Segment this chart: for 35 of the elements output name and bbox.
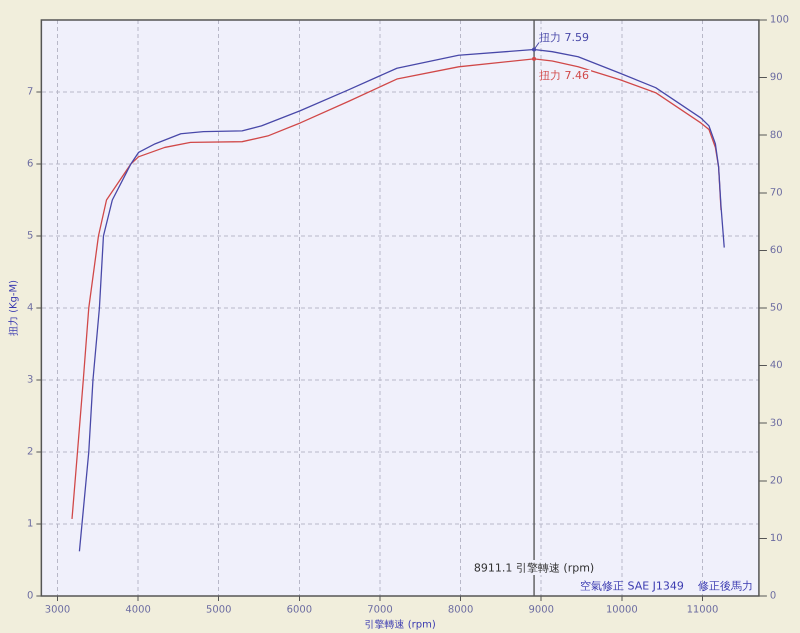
y-tick-label: 0 (26, 590, 34, 602)
x-axis-title: 引擎轉速 (rpm) (364, 618, 436, 631)
y2-tick-label: 50 (770, 302, 783, 314)
x-tick-label: 6000 (286, 604, 312, 616)
y2-tick-label: 20 (770, 475, 783, 486)
x-tick-label: 10000 (606, 604, 638, 616)
x-tick-label: 8000 (448, 604, 474, 616)
y-tick-label: 1 (26, 518, 34, 530)
annotation: 修正後馬力 (698, 579, 753, 592)
y2-tick-label: 80 (770, 130, 783, 141)
ref-line-label: 8911.1 引擎轉速 (rpm) (474, 561, 594, 574)
y2-tick-label: 40 (770, 360, 783, 372)
y-tick-label: 5 (26, 230, 34, 242)
y2-tick-label: 10 (770, 532, 783, 544)
annotation: 扭力 7.46 (539, 69, 590, 82)
y-tick-label: 7 (26, 86, 34, 98)
y2-tick-label: 60 (770, 244, 783, 256)
y2-tick-label: 90 (770, 72, 783, 84)
annotation: 空氣修正 SAE J1349 (580, 579, 684, 592)
x-tick-label: 7000 (367, 604, 393, 616)
y2-tick-label: 100 (770, 14, 790, 26)
y-tick-label: 4 (26, 302, 34, 314)
x-tick-label: 11000 (686, 604, 718, 616)
x-tick-label: 9000 (528, 604, 554, 616)
y-axis-title: 扭力 (Kg-M) (8, 280, 20, 336)
y2-tick-label: 30 (770, 418, 783, 429)
annotation: 扭力 7.59 (539, 30, 590, 44)
y2-tick-label: 70 (770, 187, 783, 198)
x-tick-label: 4000 (125, 604, 151, 616)
y-tick-label: 3 (26, 374, 34, 386)
x-tick-label: 5000 (206, 604, 232, 616)
y-tick-label: 2 (26, 446, 34, 458)
y2-tick-label: 0 (770, 590, 776, 602)
y-tick-label: 6 (26, 158, 34, 170)
x-tick-label: 3000 (44, 604, 70, 616)
